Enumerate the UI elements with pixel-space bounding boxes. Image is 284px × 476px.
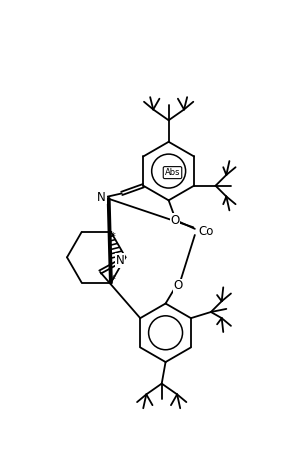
Text: O: O xyxy=(173,279,183,292)
Text: Abs: Abs xyxy=(165,168,180,177)
Text: *: * xyxy=(111,275,116,285)
Text: *: * xyxy=(111,232,116,242)
Text: O: O xyxy=(170,214,179,227)
Text: N: N xyxy=(116,254,124,267)
Text: Co: Co xyxy=(198,225,213,238)
Text: N: N xyxy=(97,191,106,204)
